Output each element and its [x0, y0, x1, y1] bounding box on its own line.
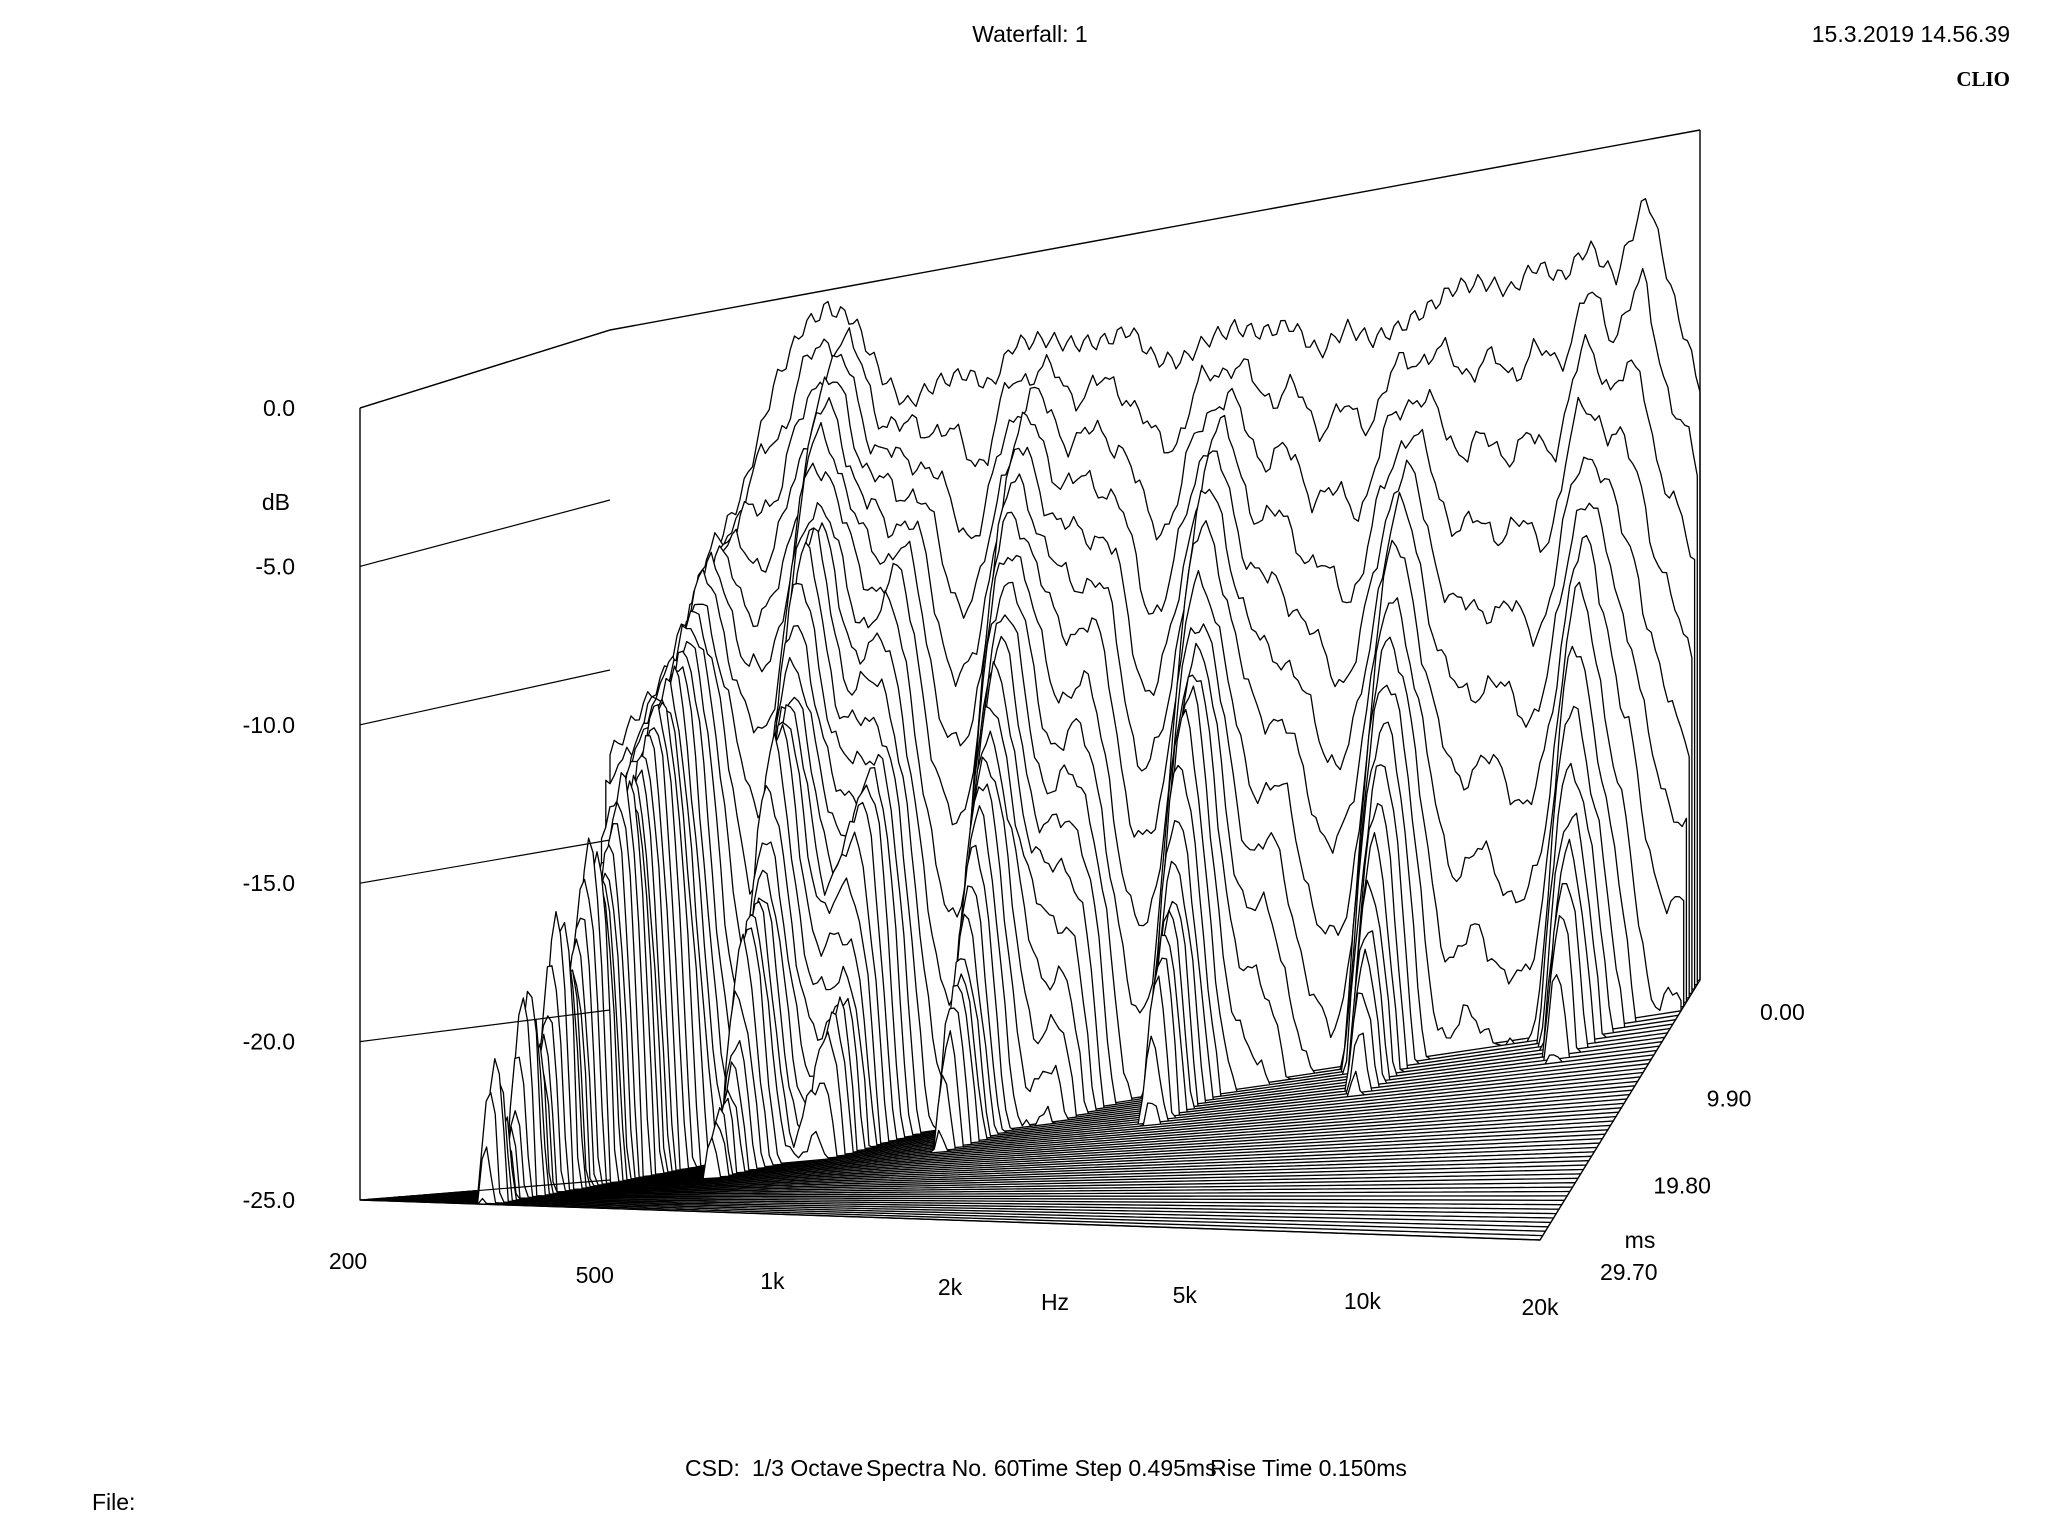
spectrum-curve-52: [389, 1125, 1560, 1210]
y-grid-line: [359, 669, 611, 726]
spectrum-curve-54: [380, 1116, 1555, 1219]
chart-title: Waterfall: 1: [972, 21, 1087, 47]
chart-frame: [359, 129, 1701, 1241]
axis-labels: 0.0 -5.0 -10.0 -15.0 -20.0 -25.0 200 500 1k 2k 5k 1…: [243, 395, 1805, 1320]
spectrum-curve-55: [376, 1080, 1552, 1224]
x-tick-label: 20k: [1521, 1294, 1559, 1320]
y-grid-line: [359, 839, 611, 884]
spectrum-curve-58: [363, 1146, 1544, 1237]
x-tick-label: 1k: [760, 1268, 785, 1294]
spectra-curves: [359, 198, 1701, 1241]
footer-csd-label: CSD:: [685, 1455, 740, 1481]
x-tick-label: 500: [576, 1262, 614, 1288]
footer-smoothing: 1/3 Octave: [752, 1455, 863, 1481]
y-axis-label: dB: [262, 489, 290, 515]
spectrum-curve-57: [367, 1091, 1547, 1232]
z-tick-label: 0.00: [1760, 999, 1805, 1025]
x-tick-label: 10k: [1344, 1288, 1382, 1314]
footer-rise-time: Rise Time 0.150ms: [1210, 1455, 1407, 1481]
y-tick-label: -25.0: [243, 1187, 295, 1213]
y-grid-line: [359, 1179, 611, 1201]
y-grid-line: [359, 499, 611, 567]
z-tick-label: 29.70: [1600, 1259, 1658, 1285]
footer-file-label: File:: [92, 1489, 135, 1515]
spectrum-curve-53: [384, 1142, 1557, 1215]
spectrum-curve-56: [372, 1058, 1549, 1228]
front-base-edge: [359, 1199, 1541, 1241]
y-tick-label: -20.0: [243, 1029, 295, 1055]
y-grid-line: [359, 329, 611, 409]
x-tick-label: 5k: [1173, 1282, 1198, 1308]
z-tick-label: 19.80: [1653, 1172, 1711, 1198]
y-tick-label: 0.0: [263, 395, 295, 421]
y-tick-label: -5.0: [255, 553, 295, 579]
z-axis-label: ms: [1625, 1227, 1656, 1253]
footer-spectra: Spectra No. 60: [866, 1455, 1019, 1481]
x-axis-label: Hz: [1041, 1289, 1069, 1315]
y-grid-line: [359, 1009, 611, 1043]
clio-logo: CLIO: [1956, 67, 2010, 91]
timestamp: 15.3.2019 14.56.39: [1812, 21, 2010, 47]
y-tick-label: -10.0: [243, 712, 295, 738]
back-top-edge: [609, 129, 1701, 331]
bottom-right-edge: [1539, 979, 1701, 1241]
z-tick-label: 9.90: [1707, 1086, 1752, 1112]
x-tick-label: 200: [329, 1248, 367, 1274]
x-tick-label: 2k: [938, 1274, 963, 1300]
y-tick-label: -15.0: [243, 870, 295, 896]
footer-time-step: Time Step 0.495ms: [1018, 1455, 1217, 1481]
